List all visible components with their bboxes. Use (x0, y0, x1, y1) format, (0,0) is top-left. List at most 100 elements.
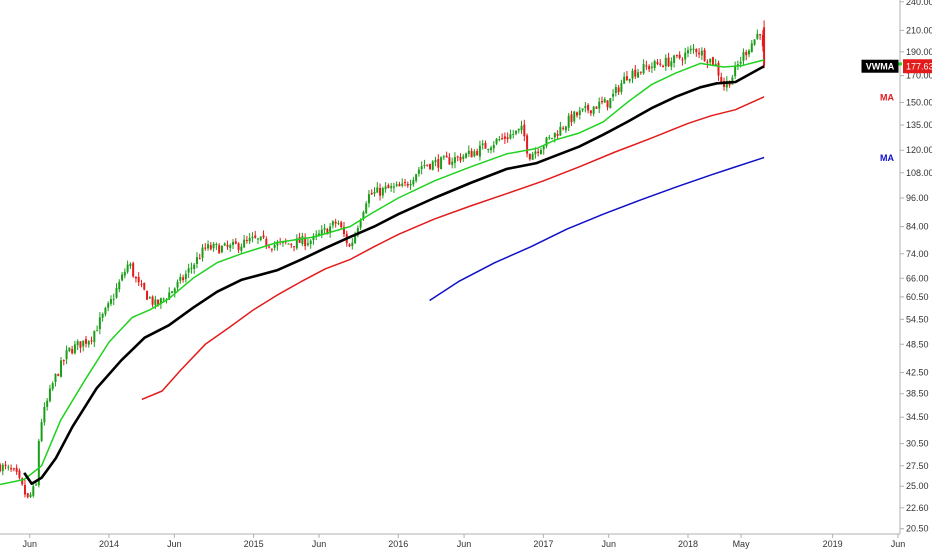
candle-body (1, 464, 4, 472)
candle-body (495, 138, 498, 144)
legend-tag-label: MA (880, 153, 894, 163)
candle-body (395, 184, 398, 186)
candle-body (756, 33, 759, 39)
candle-body (93, 331, 96, 343)
candle-body (437, 159, 440, 168)
candle-body (268, 246, 271, 248)
candles-layer (0, 20, 766, 499)
candle-body (104, 307, 107, 315)
candle-body (453, 157, 456, 163)
candle-body (101, 313, 104, 318)
candle-body (46, 400, 49, 407)
candle-body (564, 126, 567, 131)
x-tick-label: Jun (312, 539, 327, 549)
candle-body (265, 238, 268, 247)
candle-body (351, 242, 354, 247)
y-tick-label: 54.50 (906, 314, 929, 324)
candle-body (501, 137, 504, 139)
candle-body (315, 234, 318, 236)
candle-body (573, 111, 576, 122)
y-tick-label: 240.00 (906, 0, 932, 7)
candle-body (642, 64, 645, 74)
y-tick-label: 108.00 (906, 168, 932, 178)
candle-body (0, 464, 1, 472)
candle-body (556, 134, 559, 136)
candle-body (523, 124, 526, 137)
candle-body (137, 277, 140, 283)
candle-body (73, 344, 76, 354)
y-tick-label: 20.50 (906, 524, 929, 534)
x-tick-label: Jun (22, 539, 37, 549)
candle-body (18, 470, 21, 478)
candle-body (587, 105, 590, 111)
candle-body (170, 291, 173, 294)
candle-body (248, 237, 251, 242)
candle-body (96, 330, 99, 332)
candle-body (126, 264, 129, 272)
candle-body (21, 478, 24, 485)
y-tick-label: 96.00 (906, 193, 929, 203)
candle-body (645, 65, 648, 67)
candle-body (595, 106, 598, 109)
candle-body (650, 66, 653, 68)
y-tick-label: 42.50 (906, 368, 929, 378)
candle-body (215, 244, 218, 246)
candle-body (326, 228, 329, 235)
candle-body (545, 137, 548, 147)
candle-body (51, 383, 54, 389)
candle-body (431, 161, 434, 170)
candle-body (492, 144, 495, 149)
candle-body (240, 246, 243, 251)
candle-body (570, 114, 573, 123)
candle-body (589, 110, 592, 114)
candle-body (76, 341, 79, 346)
candle-body (223, 243, 226, 246)
candle-body (65, 350, 68, 360)
y-tick-label: 22.60 (906, 503, 929, 513)
candle-body (689, 48, 692, 51)
candle-body (598, 101, 601, 109)
candle-body (40, 422, 43, 441)
candle-body (35, 484, 38, 486)
candle-body (79, 341, 82, 348)
y-tick-label: 60.50 (906, 292, 929, 302)
candle-body (143, 282, 146, 290)
candle-body (603, 99, 606, 103)
candle-body (384, 186, 387, 190)
candle-body (7, 466, 10, 468)
candle-body (553, 132, 556, 138)
candle-body (195, 257, 198, 264)
candle-body (306, 243, 309, 245)
candle-body (440, 157, 443, 170)
candle-body (148, 297, 151, 299)
candle-body (750, 43, 753, 53)
candle-body (4, 464, 7, 466)
candle-body (218, 245, 221, 254)
candle-body (434, 160, 437, 163)
candle-body (528, 153, 531, 160)
candle-body (709, 58, 712, 63)
candle-body (381, 188, 384, 196)
candle-body (759, 34, 762, 36)
candle-body (273, 245, 276, 248)
candle-body (409, 183, 412, 186)
candle-body (112, 298, 115, 300)
candle-body (612, 93, 615, 97)
candle-body (623, 76, 626, 84)
candle-body (392, 186, 395, 188)
candle-body (745, 51, 748, 56)
candle-body (720, 77, 723, 83)
candle-body (456, 156, 459, 158)
candle-body (90, 340, 93, 342)
candle-body (251, 236, 254, 239)
candle-body (362, 212, 365, 220)
legend-tag-label: VWMA (866, 62, 895, 72)
price-label-box (903, 59, 932, 74)
candle-body (29, 494, 32, 497)
candle-body (423, 165, 426, 167)
candle-body (509, 134, 512, 139)
candle-body (678, 54, 681, 59)
